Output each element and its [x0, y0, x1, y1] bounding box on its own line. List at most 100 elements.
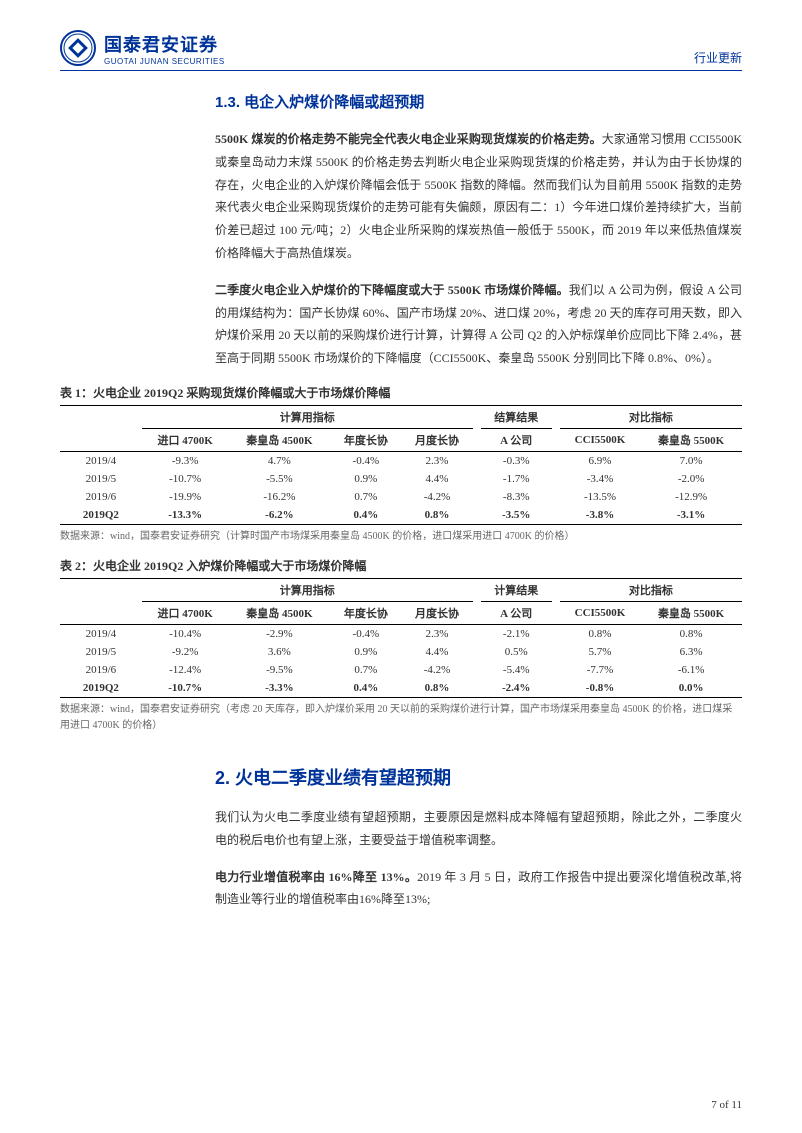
- table-row: 2019/5-9.2%3.6%0.9%4.4%0.5%5.7%6.3%: [60, 643, 742, 661]
- table-cell: -13.3%: [142, 506, 229, 525]
- table-col: 月度长协: [401, 428, 472, 451]
- table-col: 秦皇岛 4500K: [229, 601, 331, 624]
- header-tag: 行业更新: [694, 49, 742, 66]
- table-cell: 0.7%: [330, 661, 401, 679]
- table-cell: [552, 488, 560, 506]
- para-bold: 5500K 煤炭的价格走势不能完全代表火电企业采购现货煤炭的价格走势。: [215, 132, 602, 146]
- table-cell: -0.4%: [330, 624, 401, 643]
- table-cell: -2.9%: [229, 624, 331, 643]
- table-cell: -19.9%: [142, 488, 229, 506]
- table-1: 计算用指标 结算结果 对比指标 进口 4700K 秦皇岛 4500K 年度长协 …: [60, 405, 742, 525]
- table-cell: -12.9%: [640, 488, 742, 506]
- table-group-header: 对比指标: [560, 405, 742, 428]
- table-cell: 5.7%: [560, 643, 640, 661]
- para-bold: 二季度火电企业入炉煤价的下降幅度或大于 5500K 市场煤价降幅。: [215, 283, 569, 297]
- para-text: 大家通常习惯用 CCI5500K 或秦皇岛动力末煤 5500K 的价格走势去判断…: [215, 132, 742, 260]
- table-cell: -10.7%: [142, 679, 229, 698]
- table-cell: 6.9%: [560, 451, 640, 470]
- table-cell: [473, 624, 481, 643]
- table-group-header: 计算用指标: [142, 405, 473, 428]
- table-cell: -12.4%: [142, 661, 229, 679]
- table-col: 年度长协: [330, 601, 401, 624]
- page-number: 7 of 11: [711, 1099, 742, 1111]
- table-cell: -6.2%: [229, 506, 331, 525]
- table-cell: -5.4%: [481, 661, 552, 679]
- table-cell: -0.8%: [560, 679, 640, 698]
- logo-name-cn: 国泰君安证券: [104, 31, 225, 57]
- page-header: 国泰君安证券 GUOTAI JUNAN SECURITIES 行业更新: [60, 30, 742, 71]
- table-cell: -0.3%: [481, 451, 552, 470]
- table-2-source: 数据来源：wind，国泰君安证券研究（考虑 20 天库存，即入炉煤价采用 20 …: [60, 702, 742, 734]
- table-cell: 3.6%: [229, 643, 331, 661]
- table-cell: 4.7%: [229, 451, 331, 470]
- table-col: 秦皇岛 5500K: [640, 428, 742, 451]
- table-cell: 0.8%: [401, 506, 472, 525]
- table-2: 计算用指标 计算结果 对比指标 进口 4700K 秦皇岛 4500K 年度长协 …: [60, 578, 742, 698]
- section-1-3-para-2: 二季度火电企业入炉煤价的下降幅度或大于 5500K 市场煤价降幅。我们以 A 公…: [215, 279, 742, 370]
- table-cell: -6.1%: [640, 661, 742, 679]
- table-cell: [473, 643, 481, 661]
- table-cell: -2.1%: [481, 624, 552, 643]
- table-cell: -9.5%: [229, 661, 331, 679]
- table-cell: [473, 506, 481, 525]
- table-row: 2019/6-12.4%-9.5%0.7%-4.2%-5.4%-7.7%-6.1…: [60, 661, 742, 679]
- logo-name-en: GUOTAI JUNAN SECURITIES: [104, 57, 225, 66]
- table-cell: 0.4%: [330, 506, 401, 525]
- table-col: 年度长协: [330, 428, 401, 451]
- table-cell: -3.3%: [229, 679, 331, 698]
- table-row: 2019/5-10.7%-5.5%0.9%4.4%-1.7%-3.4%-2.0%: [60, 470, 742, 488]
- table-cell: 0.8%: [401, 679, 472, 698]
- table-cell: -10.4%: [142, 624, 229, 643]
- table-col: 进口 4700K: [142, 428, 229, 451]
- table-cell: -13.5%: [560, 488, 640, 506]
- logo-icon: [60, 30, 96, 66]
- table-cell: [552, 624, 560, 643]
- table-cell: 0.4%: [330, 679, 401, 698]
- table-cell: -9.3%: [142, 451, 229, 470]
- table-cell: -2.4%: [481, 679, 552, 698]
- table-cell: -4.2%: [401, 488, 472, 506]
- table-cell: 0.0%: [640, 679, 742, 698]
- table-1-source: 数据来源：wind，国泰君安证券研究（计算时国产市场煤采用秦皇岛 4500K 的…: [60, 529, 742, 545]
- table-cell: [552, 643, 560, 661]
- table-cell: 4.4%: [401, 470, 472, 488]
- table-col: CCI5500K: [560, 428, 640, 451]
- table-cell: 2019/4: [60, 624, 142, 643]
- table-col: 秦皇岛 5500K: [640, 601, 742, 624]
- table-row: 2019Q2-10.7%-3.3%0.4%0.8% -2.4% -0.8%0.0%: [60, 679, 742, 698]
- table-cell: [552, 451, 560, 470]
- table-col: A 公司: [481, 428, 552, 451]
- table-cell: -3.5%: [481, 506, 552, 525]
- table-1-title: 表 1：火电企业 2019Q2 采购现货煤价降幅或大于市场煤价降幅: [60, 384, 742, 401]
- table-cell: -9.2%: [142, 643, 229, 661]
- table-cell: 2019/5: [60, 643, 142, 661]
- table-cell: 0.9%: [330, 470, 401, 488]
- table-col: 月度长协: [401, 601, 472, 624]
- table-row: 2019/4-10.4%-2.9%-0.4%2.3%-2.1%0.8%0.8%: [60, 624, 742, 643]
- table-cell: -1.7%: [481, 470, 552, 488]
- table-cell: -10.7%: [142, 470, 229, 488]
- table-cell: [473, 470, 481, 488]
- table-cell: -2.0%: [640, 470, 742, 488]
- table-cell: [473, 679, 481, 698]
- table-cell: [473, 451, 481, 470]
- table-cell: 0.5%: [481, 643, 552, 661]
- table-cell: 0.8%: [560, 624, 640, 643]
- table-cell: -7.7%: [560, 661, 640, 679]
- section-1-3-para-1: 5500K 煤炭的价格走势不能完全代表火电企业采购现货煤炭的价格走势。大家通常习…: [215, 128, 742, 265]
- table-cell: 0.9%: [330, 643, 401, 661]
- table-cell: [552, 661, 560, 679]
- table-2-title: 表 2：火电企业 2019Q2 入炉煤价降幅或大于市场煤价降幅: [60, 557, 742, 574]
- table-col: A 公司: [481, 601, 552, 624]
- table-cell: -5.5%: [229, 470, 331, 488]
- table-cell: 7.0%: [640, 451, 742, 470]
- table-cell: [552, 470, 560, 488]
- table-cell: 2019Q2: [60, 679, 142, 698]
- table-cell: -16.2%: [229, 488, 331, 506]
- table-group-header: 结算结果: [481, 405, 552, 428]
- section-2-para-1: 我们认为火电二季度业绩有望超预期，主要原因是燃料成本降幅有望超预期，除此之外，二…: [215, 806, 742, 852]
- table-col: 秦皇岛 4500K: [229, 428, 331, 451]
- section-2-title: 2. 火电二季度业绩有望超预期: [215, 764, 742, 790]
- table-cell: -4.2%: [401, 661, 472, 679]
- table-cell: -8.3%: [481, 488, 552, 506]
